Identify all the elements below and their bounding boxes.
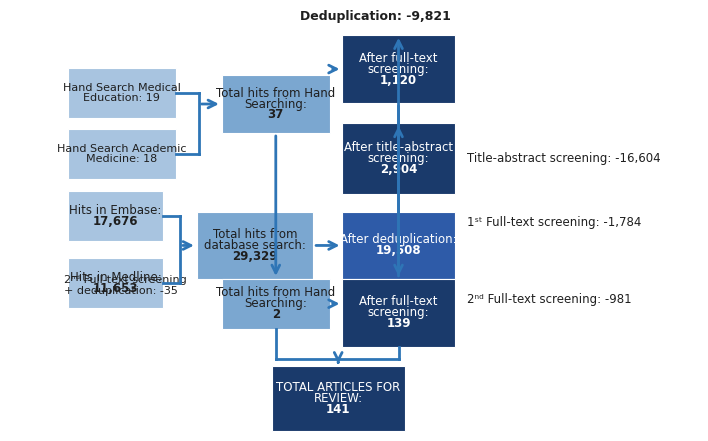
Text: 29,329: 29,329 bbox=[232, 250, 278, 263]
Text: Deduplication: -9,821: Deduplication: -9,821 bbox=[300, 10, 451, 23]
Text: 2,904: 2,904 bbox=[379, 163, 417, 176]
Text: screening:: screening: bbox=[367, 306, 429, 319]
Text: screening:: screening: bbox=[367, 63, 429, 75]
Bar bbox=[343, 279, 455, 347]
Text: 11,653: 11,653 bbox=[93, 282, 138, 295]
Text: 2ⁿᵈ Full-text screening
+ deduplication: -35: 2ⁿᵈ Full-text screening + deduplication:… bbox=[64, 275, 186, 296]
Bar bbox=[343, 212, 455, 279]
Text: 2ⁿᵈ Full-text screening: -981: 2ⁿᵈ Full-text screening: -981 bbox=[467, 293, 632, 306]
Text: 141: 141 bbox=[326, 403, 350, 416]
Text: After full-text: After full-text bbox=[359, 52, 438, 64]
Text: REVIEW:: REVIEW: bbox=[314, 392, 362, 405]
Text: 37: 37 bbox=[268, 108, 284, 121]
Bar bbox=[68, 191, 164, 241]
Text: TOTAL ARTICLES FOR: TOTAL ARTICLES FOR bbox=[276, 381, 400, 394]
Text: 17,676: 17,676 bbox=[93, 215, 138, 228]
Text: After title-abstract: After title-abstract bbox=[344, 141, 453, 154]
Bar bbox=[343, 123, 455, 194]
Text: Medicine: 18: Medicine: 18 bbox=[86, 154, 157, 164]
Text: Total hits from Hand: Total hits from Hand bbox=[216, 286, 336, 299]
Bar bbox=[272, 366, 405, 431]
Text: Title-abstract screening: -16,604: Title-abstract screening: -16,604 bbox=[467, 152, 661, 164]
Text: 19,508: 19,508 bbox=[376, 244, 421, 258]
Text: Hand Search Medical: Hand Search Medical bbox=[63, 83, 181, 93]
Bar bbox=[222, 75, 330, 133]
Text: Total hits from Hand: Total hits from Hand bbox=[216, 86, 336, 100]
Bar bbox=[197, 212, 313, 279]
Bar bbox=[68, 68, 176, 118]
Text: Education: 19: Education: 19 bbox=[84, 93, 160, 103]
Text: database search:: database search: bbox=[204, 239, 306, 252]
Bar bbox=[68, 129, 176, 179]
Text: screening:: screening: bbox=[367, 152, 429, 165]
Text: 139: 139 bbox=[387, 318, 411, 330]
Bar bbox=[222, 279, 330, 329]
Text: After deduplication:: After deduplication: bbox=[341, 233, 457, 247]
Text: After full-text: After full-text bbox=[359, 295, 438, 308]
Text: 2: 2 bbox=[272, 308, 280, 321]
Bar bbox=[68, 258, 164, 308]
Text: Total hits from: Total hits from bbox=[212, 228, 297, 241]
Text: Hand Search Academic: Hand Search Academic bbox=[57, 144, 187, 154]
Text: Hits in Medline:: Hits in Medline: bbox=[69, 271, 161, 284]
Text: Searching:: Searching: bbox=[244, 297, 307, 310]
Text: Hits in Embase:: Hits in Embase: bbox=[69, 204, 162, 217]
Bar bbox=[343, 35, 455, 103]
Text: 1,120: 1,120 bbox=[380, 74, 417, 86]
Text: Searching:: Searching: bbox=[244, 97, 307, 111]
Text: 1ˢᵗ Full-text screening: -1,784: 1ˢᵗ Full-text screening: -1,784 bbox=[467, 217, 641, 229]
